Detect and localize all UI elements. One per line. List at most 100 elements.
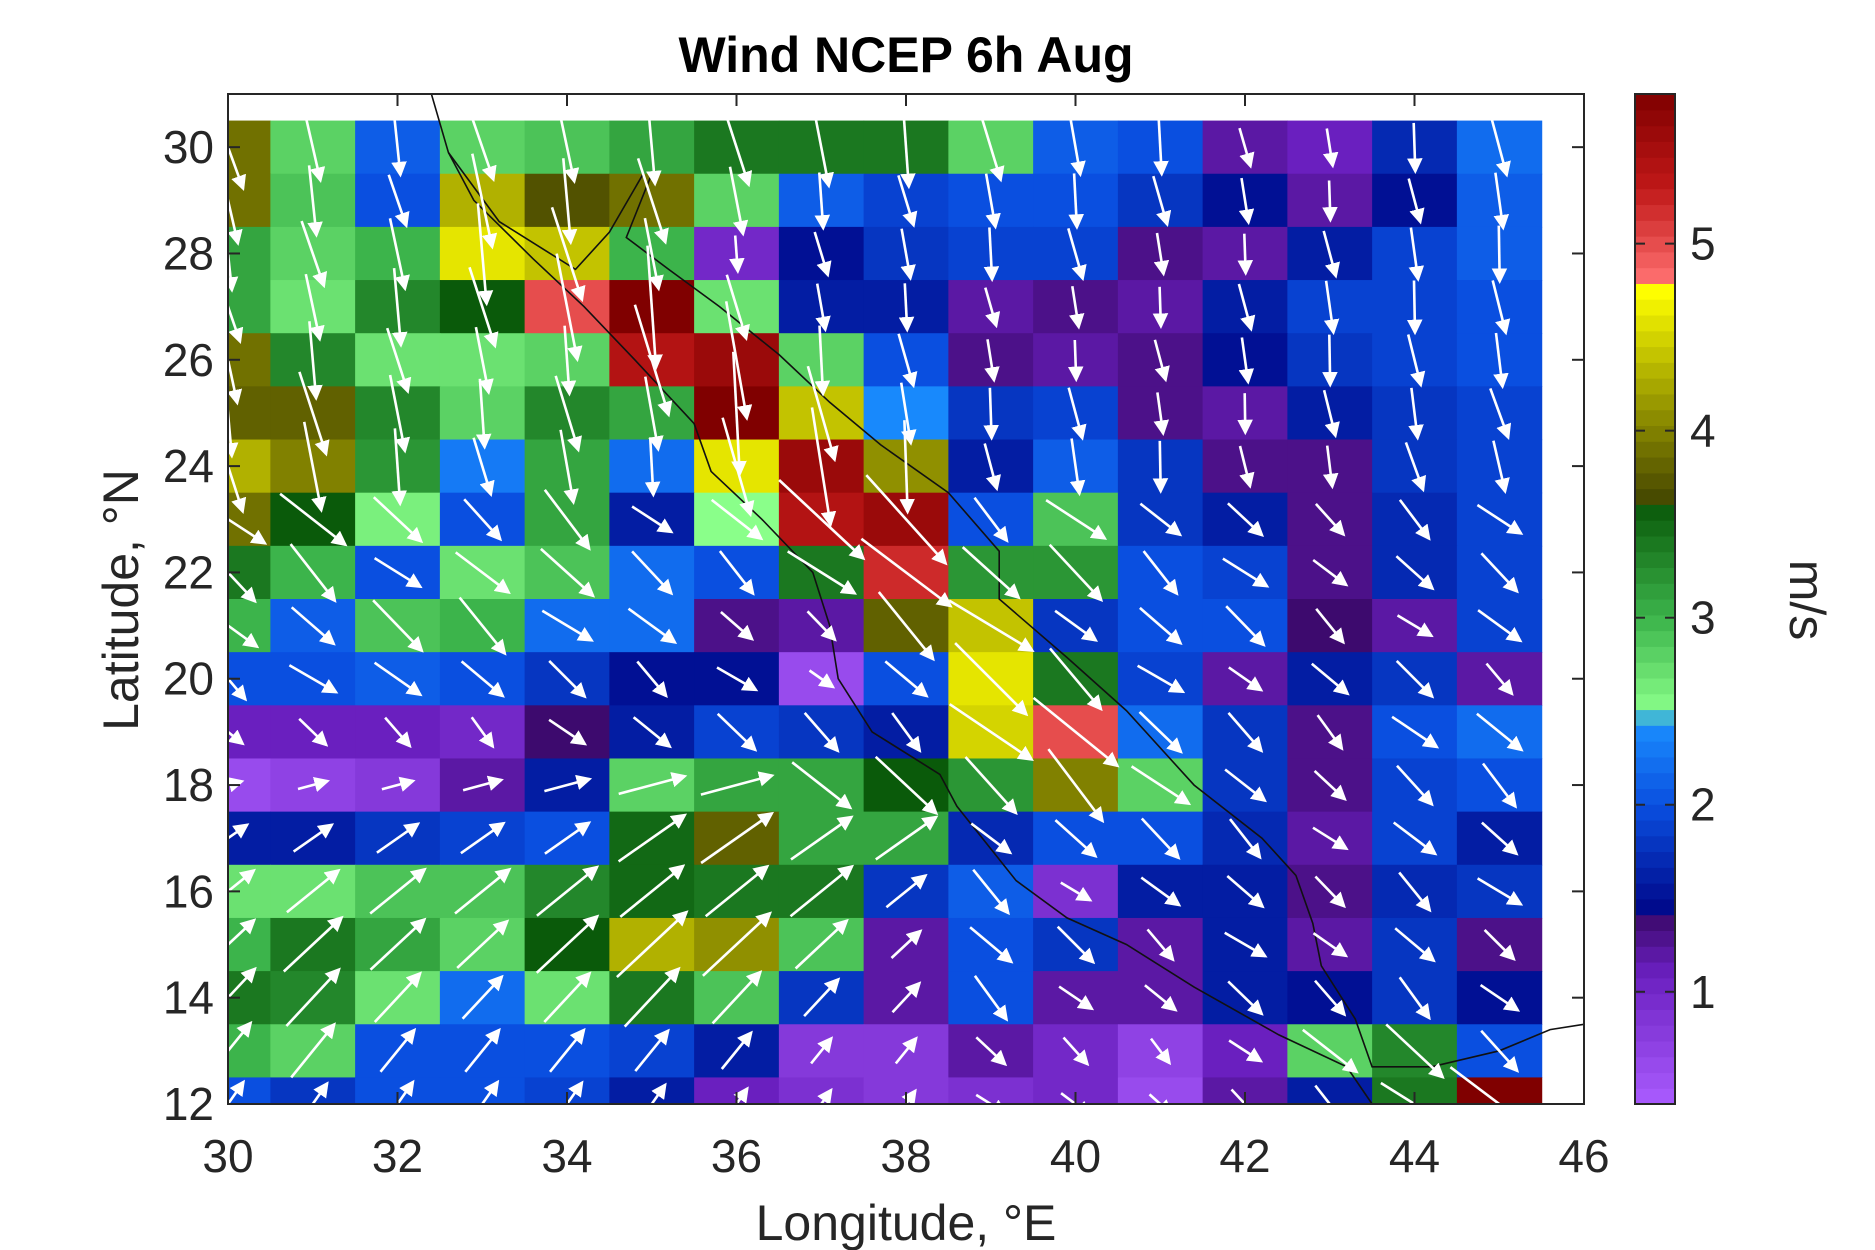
- wind-arrow: [1238, 337, 1255, 385]
- colorbar-band: [1635, 330, 1675, 348]
- wind-arrow: [461, 974, 504, 1020]
- colorbar-band: [1635, 283, 1675, 300]
- wind-arrow: [884, 660, 929, 698]
- wind-arrow: [464, 1027, 501, 1073]
- wind-arrow: [1056, 925, 1096, 965]
- wind-arrow: [812, 108, 834, 189]
- wind-arrow: [984, 173, 1001, 230]
- x-tick-label: 38: [880, 1130, 931, 1182]
- wind-arrow: [304, 273, 325, 342]
- wind-arrow: [1490, 118, 1511, 178]
- wind-arrow: [476, 203, 494, 307]
- wind-arrow: [720, 1030, 753, 1070]
- wind-arrow: [1301, 1028, 1359, 1074]
- wind-arrow: [815, 283, 831, 333]
- wind-arrow: [948, 703, 1034, 762]
- wind-arrow: [290, 606, 336, 646]
- wind-arrow: [617, 813, 688, 863]
- wind-arrow: [548, 659, 587, 699]
- wind-arrow: [716, 712, 758, 752]
- wind-arrow: [285, 967, 341, 1027]
- wind-arrow: [1067, 228, 1087, 282]
- wind-arrow: [970, 822, 1013, 855]
- wind-arrow: [1144, 984, 1178, 1012]
- wind-arrow: [1314, 979, 1347, 1017]
- wind-arrow: [1493, 332, 1509, 390]
- wind-arrow: [561, 158, 578, 246]
- colorbar-band: [1635, 977, 1675, 995]
- wind-arrow: [1493, 172, 1510, 231]
- wind-arrow: [1069, 438, 1086, 497]
- wind-arrow: [710, 498, 764, 541]
- wind-arrow: [1396, 764, 1434, 807]
- wind-arrow: [1491, 280, 1511, 336]
- wind-arrow: [814, 325, 831, 397]
- colorbar-ticks: 1 2 3 4 5: [1635, 218, 1716, 1018]
- wind-arrow: [650, 1082, 667, 1104]
- colorbar-tick-label: 1: [1690, 966, 1716, 1018]
- colorbar-band: [1635, 646, 1675, 663]
- heatmap-cells: [228, 120, 1543, 1104]
- wind-arrow: [228, 194, 243, 246]
- colorbar-band: [1635, 267, 1675, 284]
- wind-arrow: [1476, 503, 1524, 535]
- colorbar-band: [1635, 898, 1675, 916]
- wind-arrow: [983, 227, 1000, 283]
- colorbar-band: [1635, 614, 1675, 632]
- wind-arrow: [1228, 818, 1262, 860]
- colorbar-band: [1635, 109, 1675, 127]
- colorbar-band: [1635, 788, 1675, 805]
- wind-arrow: [288, 664, 339, 694]
- wind-arrow: [616, 910, 689, 979]
- wind-arrow: [1227, 712, 1264, 753]
- wind-arrow: [1396, 614, 1434, 638]
- wind-arrow: [704, 864, 770, 918]
- colorbar-band: [1635, 599, 1675, 616]
- y-tick-label: 12: [163, 1078, 214, 1130]
- wind-arrow: [1476, 877, 1524, 906]
- y-tick-label: 30: [163, 121, 214, 173]
- wind-arrow: [891, 712, 922, 753]
- wind-arrow: [814, 172, 831, 231]
- wind-arrow: [228, 729, 245, 746]
- colorbar-band: [1635, 772, 1675, 789]
- colorbar-band: [1635, 125, 1675, 142]
- colorbar-band: [1635, 441, 1675, 458]
- wind-arrow: [899, 420, 915, 515]
- wind-arrow: [874, 755, 939, 816]
- wind-arrow: [1069, 119, 1086, 178]
- wind-arrow: [723, 109, 753, 188]
- wind-arrow: [1395, 659, 1435, 699]
- wind-arrow: [632, 716, 672, 749]
- wind-arrow: [1067, 387, 1087, 441]
- wind-arrow: [463, 498, 503, 542]
- wind-arrow: [897, 333, 918, 389]
- colorbar-band: [1635, 188, 1675, 206]
- wind-arrow: [627, 607, 678, 645]
- wind-arrow: [803, 712, 840, 753]
- colorbar-band: [1635, 236, 1675, 253]
- wind-arrow: [381, 776, 416, 792]
- colorbar-band: [1635, 693, 1675, 711]
- wind-arrow: [1322, 180, 1338, 223]
- wind-arrow: [1054, 609, 1099, 642]
- wind-arrow: [1238, 445, 1255, 489]
- colorbar-band: [1635, 867, 1675, 884]
- wind-arrow: [808, 669, 836, 689]
- wind-arrow: [1152, 175, 1172, 227]
- colorbar-band: [1635, 409, 1675, 427]
- wind-arrow: [228, 918, 257, 947]
- wind-arrow: [458, 596, 507, 656]
- wind-arrow: [1237, 233, 1254, 276]
- wind-arrow: [1047, 748, 1105, 824]
- wind-arrow: [1045, 499, 1108, 540]
- wind-arrow: [543, 971, 592, 1023]
- wind-arrow: [385, 327, 412, 394]
- wind-arrow: [948, 599, 1035, 652]
- colorbar-band: [1635, 472, 1675, 490]
- wind-arrow: [806, 610, 837, 642]
- wind-arrow: [644, 376, 664, 452]
- colorbar-tick-label: 4: [1690, 405, 1716, 457]
- colorbar-band: [1635, 488, 1675, 505]
- colorbar-band: [1635, 946, 1675, 963]
